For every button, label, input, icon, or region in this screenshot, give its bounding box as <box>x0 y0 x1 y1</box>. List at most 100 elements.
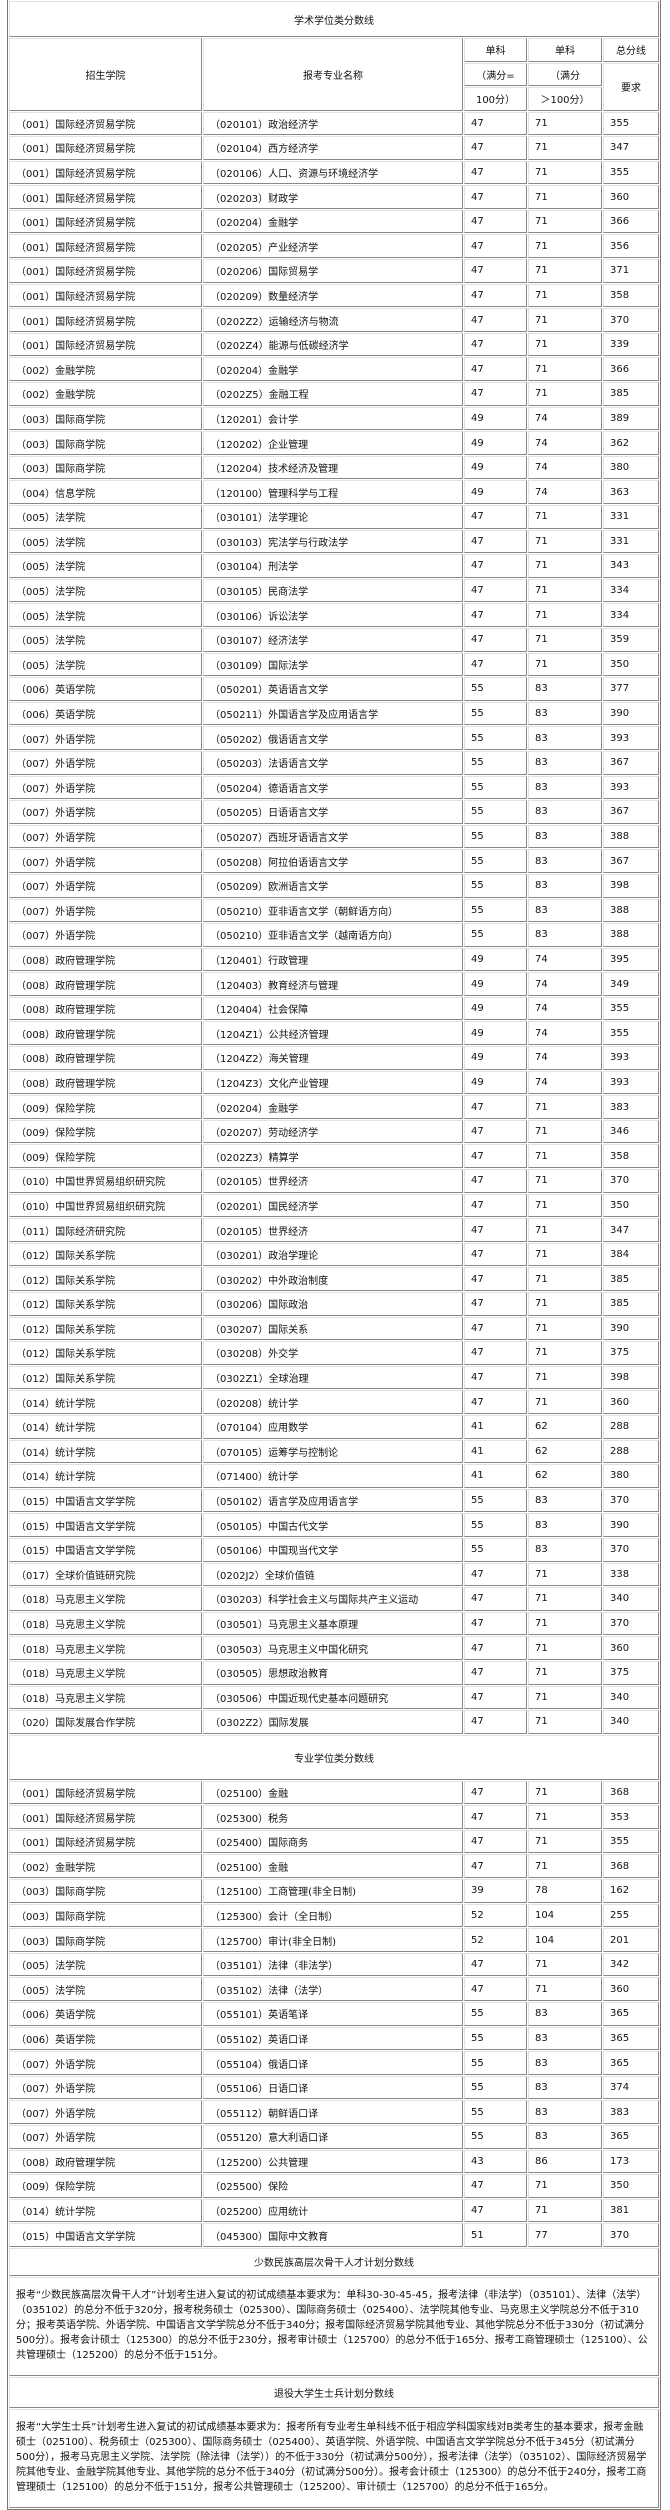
major-cell: （020208）统计学 <box>203 1390 463 1414</box>
college-cell: （001）国际经济贸易学院 <box>9 283 202 308</box>
academic-section-title-row: 学术学位类分数线 <box>9 1 660 37</box>
college-cell: （009）保险学院 <box>9 2174 202 2198</box>
major-cell: （0302Z1）全球治理 <box>203 1365 463 1390</box>
total-score-cell: 370 <box>603 1537 660 1562</box>
header-single2: 单科 <box>528 38 602 62</box>
single-score-over100-cell: 71 <box>528 1119 602 1144</box>
header-single1-full: 100分） <box>464 87 527 111</box>
single-score-100-cell: 52 <box>464 1903 527 1928</box>
major-cell: （055102）英语口译 <box>203 2026 463 2051</box>
total-score-cell: 365 <box>603 2125 660 2149</box>
table-row: （008）政府管理学院 （120404）社会保障 49 74 355 <box>9 996 660 1021</box>
major-cell: （030106）诉讼法学 <box>203 603 463 627</box>
single-score-100-cell: 47 <box>464 1977 527 2002</box>
single-score-over100-cell: 74 <box>528 1070 602 1095</box>
major-cell: （050203）法语语言文学 <box>203 750 463 775</box>
college-cell: （005）法学院 <box>9 578 202 603</box>
table-row: （005）法学院 （030104）刑法学 47 71 343 <box>9 554 660 578</box>
total-score-cell: 383 <box>603 1095 660 1119</box>
table-row: （001）国际经济贸易学院 （020209）数量经济学 47 71 358 <box>9 283 660 308</box>
college-cell: （001）国际经济贸易学院 <box>9 160 202 185</box>
major-cell: （125100）工商管理(非全日制) <box>203 1879 463 1903</box>
total-score-cell: 388 <box>603 923 660 947</box>
table-row: （018）马克思主义学院 （030501）马克思主义基本原理 47 71 370 <box>9 1611 660 1636</box>
table-row: （015）中国语言文学学院 （050106）中国现当代文学 55 83 370 <box>9 1537 660 1562</box>
single-score-over100-cell: 71 <box>528 1365 602 1390</box>
major-cell: （020206）国际贸易学 <box>203 259 463 283</box>
single-score-over100-cell: 104 <box>528 1903 602 1928</box>
college-cell: （007）外语学院 <box>9 2125 202 2149</box>
college-cell: （007）外语学院 <box>9 800 202 824</box>
single-score-over100-cell: 71 <box>528 652 602 677</box>
total-score-cell: 398 <box>603 1365 660 1390</box>
total-score-cell: 365 <box>603 2002 660 2026</box>
table-row: （015）中国语言文学学院 （050105）中国古代文学 55 83 390 <box>9 1513 660 1537</box>
table-row: （001）国际经济贸易学院 （025300）税务 47 71 353 <box>9 1805 660 1829</box>
table-row: （009）保险学院 （0202Z3）精算学 47 71 358 <box>9 1144 660 1169</box>
college-cell: （001）国际经济贸易学院 <box>9 185 202 209</box>
major-cell: （020105）世界经济 <box>203 1169 463 1193</box>
header-single2-full: ＞100分） <box>528 87 602 111</box>
table-row: （012）国际关系学院 （030208）外交学 47 71 375 <box>9 1341 660 1365</box>
total-score-cell: 353 <box>603 1805 660 1829</box>
single-score-100-cell: 47 <box>464 1316 527 1341</box>
major-cell: （025100）金融 <box>203 1854 463 1879</box>
major-cell: （020106）人口、资源与环境经济学 <box>203 160 463 185</box>
single-score-100-cell: 47 <box>464 259 527 283</box>
total-score-cell: 331 <box>603 505 660 529</box>
table-row: （014）统计学院 （025200）应用统计 47 71 381 <box>9 2198 660 2223</box>
table-row: （010）中国世界贸易组织研究院 （020105）世界经济 47 71 370 <box>9 1169 660 1193</box>
major-cell: （055120）意大利语口译 <box>203 2125 463 2149</box>
single-score-over100-cell: 83 <box>528 849 602 873</box>
major-cell: （0202J2）全球价值链 <box>203 1562 463 1587</box>
minority-requirements-text: 报考“少数民族高层次骨干人才”计划考生进入复试的初试成绩基本要求为：单科30-3… <box>9 2276 660 2376</box>
single-score-over100-cell: 71 <box>528 2174 602 2198</box>
total-score-cell: 347 <box>603 1218 660 1242</box>
table-row: （005）法学院 （030106）诉讼法学 47 71 334 <box>9 603 660 627</box>
total-score-cell: 384 <box>603 1242 660 1267</box>
veteran-text-row: 报考“大学生士兵”计划考生进入复试的初试成绩基本要求为：报考所有专业考生单科线不… <box>9 2408 660 2508</box>
major-cell: （1204Z2）海关管理 <box>203 1046 463 1070</box>
table-row: （001）国际经济贸易学院 （020206）国际贸易学 47 71 371 <box>9 259 660 283</box>
total-score-cell: 366 <box>603 357 660 382</box>
total-score-cell: 383 <box>603 2100 660 2124</box>
veteran-requirements-text: 报考“大学生士兵”计划考生进入复试的初试成绩基本要求为：报考所有专业考生单科线不… <box>9 2408 660 2508</box>
single-score-over100-cell: 83 <box>528 2002 602 2026</box>
single-score-over100-cell: 71 <box>528 160 602 185</box>
total-score-cell: 393 <box>603 1070 660 1095</box>
table-row: （012）国际关系学院 （030201）政治学理论 47 71 384 <box>9 1242 660 1267</box>
college-cell: （008）政府管理学院 <box>9 1021 202 1046</box>
single-score-over100-cell: 71 <box>528 603 602 627</box>
total-score-cell: 365 <box>603 2051 660 2075</box>
college-cell: （007）外语学院 <box>9 2075 202 2100</box>
college-cell: （014）统计学院 <box>9 1390 202 1414</box>
total-score-cell: 347 <box>603 136 660 160</box>
single-score-over100-cell: 62 <box>528 1464 602 1488</box>
single-score-over100-cell: 74 <box>528 947 602 972</box>
major-cell: （030501）马克思主义基本原理 <box>203 1611 463 1636</box>
table-row: （015）中国语言文学学院 （050102）语言学及应用语言学 55 83 370 <box>9 1488 660 1513</box>
total-score-cell: 355 <box>603 1829 660 1854</box>
single-score-over100-cell: 74 <box>528 972 602 996</box>
single-score-100-cell: 47 <box>464 136 527 160</box>
table-row: （005）法学院 （035101）法律（非法学） 47 71 342 <box>9 1952 660 1977</box>
college-cell: （003）国际商学院 <box>9 406 202 431</box>
major-cell: （055112）朝鲜语口译 <box>203 2100 463 2124</box>
table-row: （003）国际商学院 （120201）会计学 49 74 389 <box>9 406 660 431</box>
academic-section-title: 学术学位类分数线 <box>9 1 660 37</box>
major-cell: （030202）中外政治制度 <box>203 1267 463 1291</box>
single-score-100-cell: 47 <box>464 1169 527 1193</box>
table-row: （002）金融学院 （025100）金融 47 71 368 <box>9 1854 660 1879</box>
total-score-cell: 380 <box>603 1464 660 1488</box>
college-cell: （003）国际商学院 <box>9 455 202 480</box>
single-score-100-cell: 47 <box>464 160 527 185</box>
college-cell: （012）国际关系学院 <box>9 1316 202 1341</box>
single-score-over100-cell: 71 <box>528 1854 602 1879</box>
major-cell: （030503）马克思主义中国化研究 <box>203 1636 463 1660</box>
total-score-cell: 350 <box>603 2174 660 2198</box>
single-score-over100-cell: 71 <box>528 332 602 357</box>
college-cell: （005）法学院 <box>9 554 202 578</box>
college-cell: （015）中国语言文学学院 <box>9 2223 202 2247</box>
total-score-cell: 355 <box>603 111 660 136</box>
college-cell: （008）政府管理学院 <box>9 2149 202 2174</box>
